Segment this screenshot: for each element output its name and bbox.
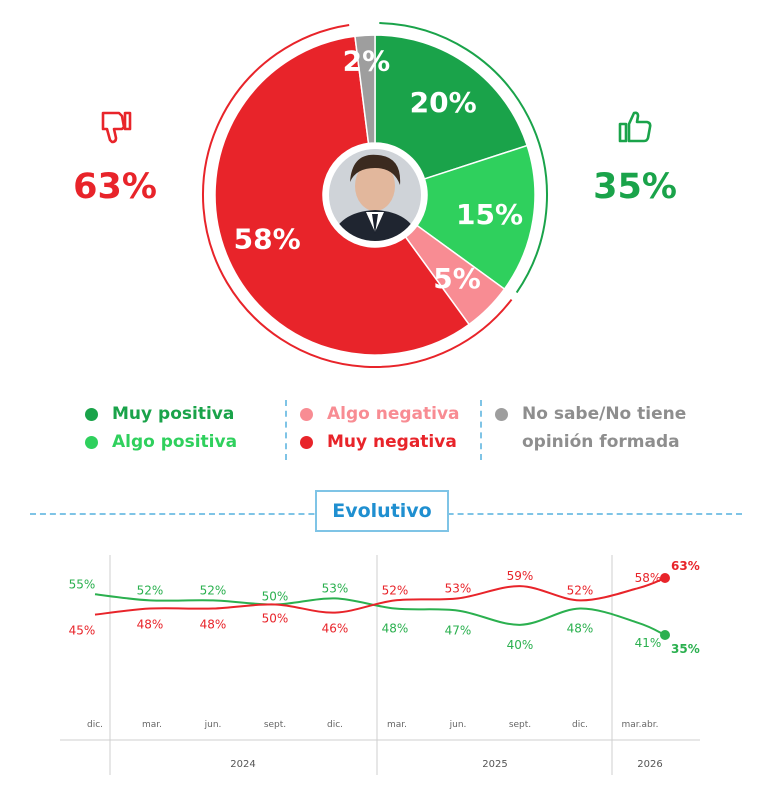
data-label: 52% bbox=[382, 583, 409, 597]
president-photo-icon bbox=[329, 149, 421, 241]
data-label: 48% bbox=[137, 618, 164, 632]
x-tick-label: mar. bbox=[387, 720, 407, 730]
x-tick-label: dic. bbox=[87, 720, 103, 730]
data-label: 58% bbox=[635, 571, 662, 585]
legend-item-algo-negativa: Algo negativa bbox=[300, 400, 460, 428]
x-tick-label: sept. bbox=[509, 720, 531, 730]
series-end-point bbox=[660, 573, 670, 583]
legend-dot bbox=[300, 407, 313, 421]
donut-slice-label: 5% bbox=[433, 262, 481, 295]
legend-separator bbox=[285, 400, 287, 460]
data-label: 47% bbox=[445, 624, 472, 638]
year-label: 2024 bbox=[230, 759, 255, 770]
donut-slice bbox=[416, 144, 536, 291]
legend-separator bbox=[480, 400, 482, 460]
data-label: 53% bbox=[445, 581, 472, 595]
legend-item-no-sabe: No sabe/No tiene bbox=[495, 400, 686, 428]
donut-slice-label: 58% bbox=[234, 223, 301, 256]
negative-total: 63% bbox=[73, 167, 157, 207]
evolution-line-chart: 55% 52% 52% 50% 53% 48% 47% 40% 48% 41% 35% 45% 48% 4… bbox=[60, 555, 700, 775]
x-tick-label: dic. bbox=[572, 720, 588, 730]
data-label: 63% bbox=[671, 559, 700, 573]
positive-ring bbox=[379, 22, 548, 294]
donut-slice-label: 2% bbox=[343, 44, 391, 77]
legend-label: No sabe/No tiene bbox=[522, 404, 687, 424]
data-label: 45% bbox=[69, 624, 96, 638]
data-label: 52% bbox=[200, 583, 227, 597]
legend-item-muy-positiva: Muy positiva bbox=[85, 400, 237, 428]
data-label: 48% bbox=[567, 622, 594, 636]
data-label: 48% bbox=[200, 618, 227, 632]
data-label: 50% bbox=[262, 611, 289, 625]
thumbs-up-icon bbox=[618, 111, 652, 143]
x-tick-label: jun. bbox=[204, 720, 222, 730]
data-label: 40% bbox=[507, 638, 534, 652]
legend-label: Muy negativa bbox=[327, 432, 457, 452]
data-label: 52% bbox=[567, 583, 594, 597]
data-label: 50% bbox=[262, 589, 289, 603]
legend-label: Muy positiva bbox=[112, 404, 235, 424]
x-tick-label: mar.abr. bbox=[622, 720, 659, 730]
year-label: 2026 bbox=[637, 759, 662, 770]
positive-total: 35% bbox=[593, 167, 677, 207]
legend-dot bbox=[495, 407, 508, 421]
series-line-negative bbox=[94, 577, 666, 616]
data-label: 52% bbox=[137, 583, 164, 597]
legend-unknown-column: No sabe/No tiene opinión formada bbox=[495, 400, 686, 456]
donut-slice-label: 20% bbox=[410, 86, 477, 119]
legend-dot bbox=[85, 407, 98, 421]
donut-chart: 20% 15% 5% 58% 2% bbox=[202, 22, 548, 368]
evolutivo-title: Evolutivo bbox=[315, 490, 449, 532]
legend-label: opinión formada bbox=[522, 432, 680, 452]
legend-item-algo-positiva: Algo positiva bbox=[85, 428, 237, 456]
data-label: 48% bbox=[382, 622, 409, 636]
donut-slice-label: 15% bbox=[456, 198, 523, 231]
legend-positive-column: Muy positiva Algo positiva bbox=[85, 400, 237, 456]
data-label: 59% bbox=[507, 569, 534, 583]
data-label: 53% bbox=[322, 581, 349, 595]
year-label: 2025 bbox=[482, 759, 507, 770]
negative-ring bbox=[202, 23, 513, 368]
legend-item-muy-negativa: Muy negativa bbox=[300, 428, 460, 456]
positive-summary: 35% bbox=[580, 105, 690, 207]
legend-label: Algo negativa bbox=[327, 404, 460, 424]
data-label: 55% bbox=[69, 577, 96, 591]
legend-dot bbox=[85, 435, 98, 449]
x-tick-label: jun. bbox=[449, 720, 467, 730]
x-tick-label: dic. bbox=[327, 720, 343, 730]
legend-dot bbox=[300, 435, 313, 449]
thumbs-down-icon bbox=[101, 111, 132, 144]
x-tick-label: mar. bbox=[142, 720, 162, 730]
x-tick-label: sept. bbox=[264, 720, 286, 730]
data-label: 46% bbox=[322, 622, 349, 636]
legend-label: Algo positiva bbox=[112, 432, 238, 452]
legend-item-no-sabe-line2: opinión formada bbox=[495, 428, 686, 456]
series-line-positive bbox=[94, 593, 666, 636]
negative-summary: 63% bbox=[60, 105, 170, 207]
legend-negative-column: Algo negativa Muy negativa bbox=[300, 400, 460, 456]
data-label: 41% bbox=[635, 636, 662, 650]
data-label: 35% bbox=[671, 642, 700, 656]
series-end-point bbox=[660, 630, 670, 640]
